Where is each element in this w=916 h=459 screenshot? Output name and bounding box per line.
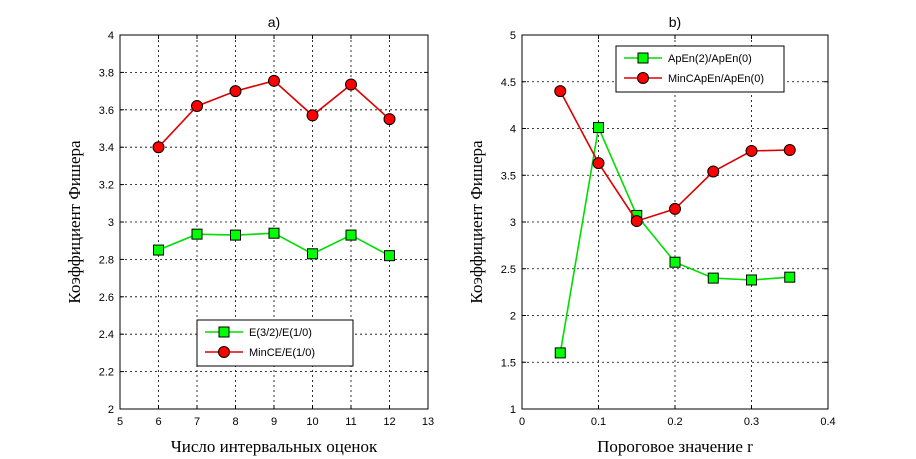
data-point [783,144,796,157]
y-tick-label: 2.8 [99,254,114,266]
y-tick-label: 2.2 [99,367,114,379]
y-tick-label: 3.5 [501,170,516,182]
chart-a: 5 6 7 8 9 10 11 12 13 2 2.2 2.4 2.6 2.8 3 3.2 3.4 3.6 3.8 4… [65,14,434,456]
data-point [745,144,758,157]
data-point [345,229,357,241]
y-axis-label: Коэффициент Фишера [467,140,486,304]
y-tick-label: 2 [108,404,114,416]
y-tick-label: 3.2 [99,180,114,192]
x-tick-label: 12 [383,416,395,428]
x-tick-label: 9 [271,416,277,428]
legend-label: ApEn(2)/ApEn(0) [668,53,752,65]
data-point [669,256,681,268]
x-tick-label: 0 [519,416,525,428]
y-tick-label: 2.4 [99,329,114,341]
data-point [669,202,681,215]
data-point [384,250,395,262]
data-point [554,85,567,98]
y-tick-label: 2.5 [501,264,516,276]
legend-marker [218,326,230,338]
x-tick-label: 0.4 [820,416,835,428]
x-tick-label: 0.1 [591,416,606,428]
y-tick-label: 4.5 [501,77,516,89]
x-tick-label: 0.3 [744,416,759,428]
data-point [707,165,720,178]
data-point [306,109,319,122]
y-tick-label: 3.6 [99,105,114,117]
x-tick-label: 5 [117,416,123,428]
x-tick-label: 11 [345,416,356,428]
chart-title: b) [669,14,681,30]
data-point [592,157,605,170]
legend-marker [637,52,649,64]
data-point [383,113,396,126]
data-point [707,272,719,284]
y-tick-label: 5 [510,30,516,42]
legend-label: MinCE/E(1/0) [249,347,315,359]
x-tick-label: 6 [155,416,161,428]
y-axis-label: Коэффициент Фишера [65,140,84,304]
y-tick-label: 4 [510,124,516,136]
x-tick-label: 10 [306,416,318,428]
x-tick-label: 8 [232,416,238,428]
y-tick-label: 2.6 [99,292,114,304]
legend-marker [218,346,230,358]
x-tick-label: 7 [194,416,200,428]
data-point [345,78,357,91]
y-tick-label: 3 [510,217,516,229]
y-tick-label: 2 [510,311,516,323]
data-point [593,122,604,134]
y-tick-label: 3.8 [99,67,114,79]
chart-title: a) [268,14,280,30]
data-point [229,85,242,98]
x-tick-label: 0.2 [667,416,682,428]
data-point [554,347,566,359]
y-tick-label: 3.4 [99,142,114,154]
data-point [153,244,164,256]
y-tick-label: 4 [108,30,114,42]
y-tick-label: 1 [510,404,516,416]
y-tick-label: 1.5 [501,357,516,369]
legend-label: E(3/2)/E(1/0) [249,327,312,339]
legend-label: MinCApEn/ApEn(0) [668,73,764,85]
data-point [784,271,796,283]
data-point [268,227,280,239]
data-point [307,248,318,260]
data-point [152,141,165,154]
data-point [746,274,757,286]
data-point [268,74,280,87]
data-point [230,229,241,241]
x-axis-label: Число интервальных оценок [171,437,378,456]
x-tick-label: 13 [422,416,434,428]
data-point [191,228,203,240]
data-point [630,215,643,228]
chart-b: 0 0.1 0.2 0.3 0.4 1 1.5 2 2.5 3 3.5 4 4.5 5 b) Порогово… [467,14,836,456]
data-point [191,100,203,113]
y-tick-label: 3 [108,217,114,229]
x-axis-label: Пороговое значение r [597,437,753,456]
legend-marker [637,72,649,84]
